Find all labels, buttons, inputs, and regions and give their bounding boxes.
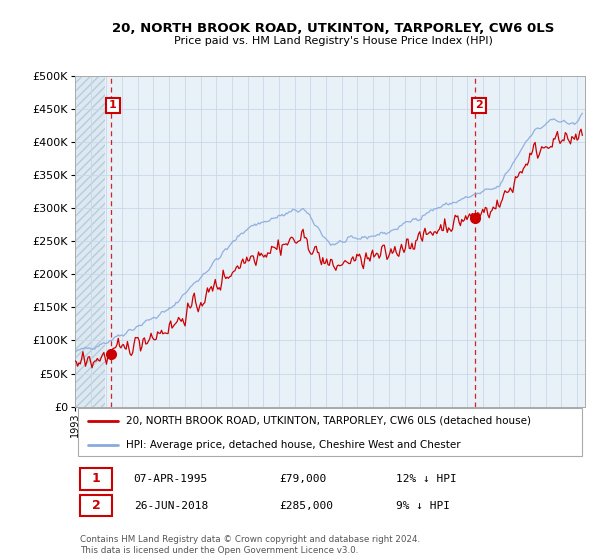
- FancyBboxPatch shape: [80, 494, 112, 516]
- FancyBboxPatch shape: [77, 408, 583, 456]
- Bar: [75, 76, 105, 407]
- Text: 2: 2: [475, 100, 483, 110]
- Text: £79,000: £79,000: [279, 474, 326, 484]
- Text: 20, NORTH BROOK ROAD, UTKINTON, TARPORLEY, CW6 0LS (detached house): 20, NORTH BROOK ROAD, UTKINTON, TARPORLE…: [126, 416, 531, 426]
- Text: 20, NORTH BROOK ROAD, UTKINTON, TARPORLEY, CW6 0LS: 20, NORTH BROOK ROAD, UTKINTON, TARPORLE…: [112, 22, 554, 35]
- Text: 9% ↓ HPI: 9% ↓ HPI: [397, 501, 450, 511]
- Text: 1: 1: [109, 100, 117, 110]
- Text: 26-JUN-2018: 26-JUN-2018: [134, 501, 208, 511]
- Text: 07-APR-1995: 07-APR-1995: [134, 474, 208, 484]
- Text: 1: 1: [92, 472, 100, 485]
- Text: Contains HM Land Registry data © Crown copyright and database right 2024.
This d: Contains HM Land Registry data © Crown c…: [80, 535, 420, 555]
- FancyBboxPatch shape: [80, 468, 112, 489]
- Text: 12% ↓ HPI: 12% ↓ HPI: [397, 474, 457, 484]
- Text: Price paid vs. HM Land Registry's House Price Index (HPI): Price paid vs. HM Land Registry's House …: [173, 36, 493, 46]
- Text: £285,000: £285,000: [279, 501, 333, 511]
- Text: HPI: Average price, detached house, Cheshire West and Chester: HPI: Average price, detached house, Ches…: [126, 440, 461, 450]
- Text: 2: 2: [92, 499, 100, 512]
